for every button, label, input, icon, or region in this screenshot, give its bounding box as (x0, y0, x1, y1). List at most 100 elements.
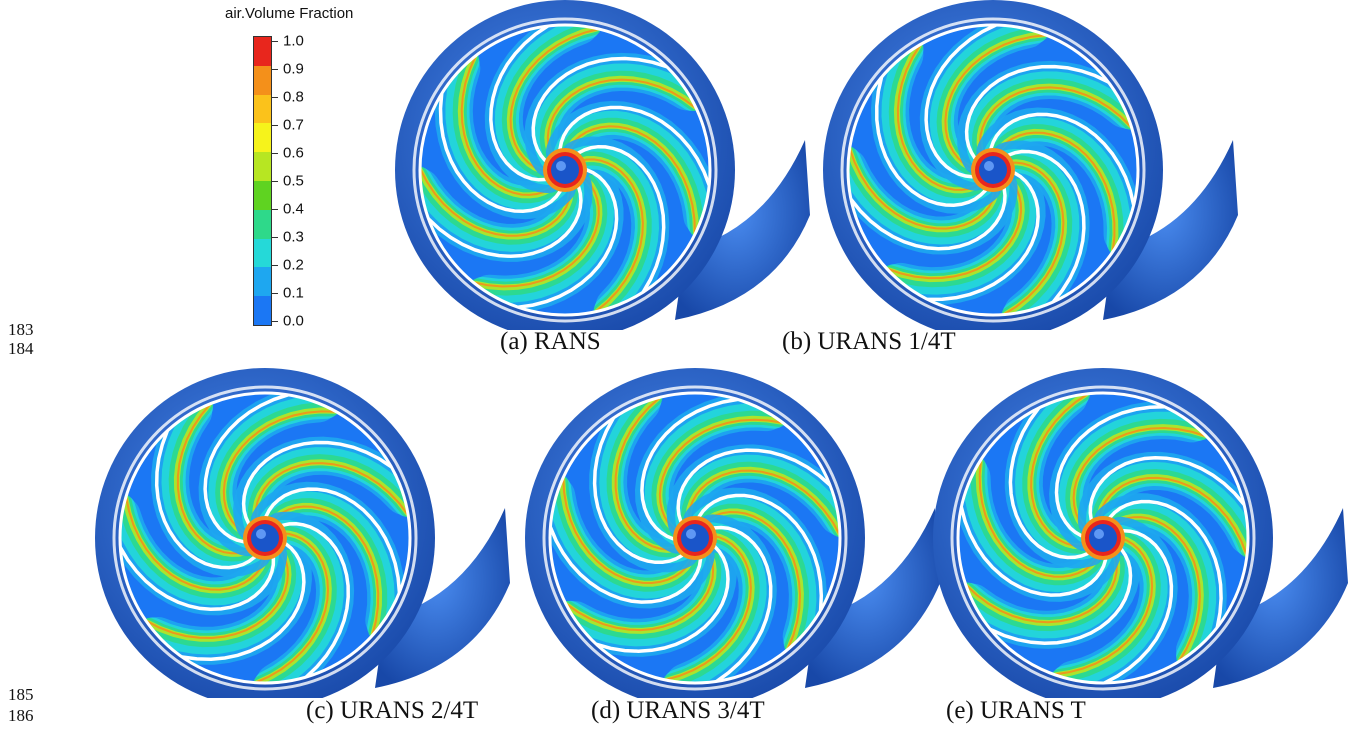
legend-tick-label: 0.0 (283, 312, 304, 330)
void-fraction-band (614, 396, 681, 551)
impeller-hub (1089, 524, 1117, 552)
legend-tick-mark (272, 237, 278, 238)
impeller-blade (594, 545, 730, 653)
impeller-blade (120, 545, 276, 612)
void-fraction-band (564, 549, 715, 632)
legend-tick-label: 0.4 (283, 200, 304, 218)
void-fraction-band (978, 458, 1100, 578)
volute-outlet (1213, 508, 1348, 688)
legend-tick-label: 0.9 (283, 60, 304, 78)
panel-urans-full (908, 368, 1348, 698)
impeller-hub (251, 524, 279, 552)
impeller-blade (531, 56, 669, 163)
caption-c: (c) URANS 2/4T (306, 697, 479, 724)
impeller-blade (1008, 406, 1090, 560)
void-fraction-band (848, 147, 998, 230)
legend-color-band (254, 238, 271, 268)
legend-tick-mark (272, 69, 278, 70)
impeller-blade (550, 525, 703, 604)
legend-tick-label: 0.8 (283, 88, 304, 106)
legend-color-band (254, 65, 271, 95)
legend-tick-label: 1.0 (283, 32, 304, 50)
legend-tick-label: 0.7 (283, 116, 304, 134)
legend-tick-mark (272, 125, 278, 126)
caption-b: (b) URANS 1/4T (782, 328, 956, 355)
volute-outlet (675, 140, 810, 320)
line-number: 183 (8, 320, 34, 339)
legend-color-band (254, 152, 271, 181)
void-fraction-band (562, 476, 695, 585)
void-fraction-band (579, 158, 644, 313)
legend-tick-mark (272, 41, 278, 42)
legend-color-band (254, 209, 271, 239)
void-fraction-band (1052, 537, 1154, 676)
void-fraction-band (687, 469, 840, 537)
impeller-blade (592, 416, 684, 565)
volute-outlet (375, 508, 510, 688)
legend-color-band (254, 296, 271, 325)
panel-rans (370, 0, 810, 330)
legend-tick-mark (272, 209, 278, 210)
impeller-blade (676, 448, 832, 523)
void-fraction-band (1098, 476, 1248, 557)
volute-outlet (805, 508, 940, 688)
legend-color-band (254, 123, 271, 153)
impeller-blade (241, 440, 394, 526)
void-fraction-band (1002, 161, 1065, 315)
impeller-blade (875, 75, 987, 207)
legend-colorbar (253, 36, 272, 326)
impeller-contour (525, 368, 940, 698)
legend-tick-mark (272, 97, 278, 98)
void-fraction-band (703, 510, 802, 651)
impeller-blade (1054, 404, 1167, 538)
caption-d: (d) URANS 3/4T (591, 697, 765, 724)
volute-outlet (1103, 140, 1238, 320)
void-fraction-band (944, 34, 1048, 171)
impeller-blade (576, 144, 666, 294)
impeller-blade (959, 505, 1108, 597)
void-fraction-band (176, 402, 253, 555)
caption-a: (a) RANS (500, 328, 601, 355)
impeller-blade (640, 397, 740, 541)
panel-urans-half (70, 368, 510, 698)
void-fraction-band (546, 78, 698, 158)
impeller-blade (264, 487, 402, 595)
impeller-hub (681, 524, 709, 552)
void-fraction-band (1072, 426, 1208, 531)
impeller-blade (988, 547, 1133, 645)
legend-tick-label: 0.1 (283, 284, 304, 302)
void-fraction-band (664, 534, 752, 681)
void-fraction-band (885, 177, 1023, 280)
impeller-hub (979, 156, 1007, 184)
void-fraction-band (460, 54, 557, 196)
void-fraction-band (271, 505, 380, 637)
legend-tick-label: 0.2 (283, 256, 304, 274)
legend-tick-label: 0.5 (283, 172, 304, 190)
void-fraction-band (1030, 393, 1089, 548)
impeller-blade (1102, 528, 1174, 683)
impeller-blade (1088, 455, 1246, 522)
line-number: 186 (8, 706, 34, 725)
impeller-blade (924, 25, 998, 179)
void-fraction-band (996, 131, 1116, 253)
void-fraction-band (472, 175, 600, 288)
caption-e: (e) URANS T (946, 697, 1086, 724)
line-number: 184 (8, 339, 34, 358)
legend-tick-mark (272, 321, 278, 322)
legend-tick-mark (272, 293, 278, 294)
impeller-blade (180, 542, 306, 662)
impeller-blade (203, 393, 290, 544)
void-fraction-band (964, 551, 1118, 624)
void-fraction-band (509, 28, 600, 173)
impeller-contour (95, 368, 510, 698)
void-fraction-band (254, 462, 410, 524)
legend-color-band (254, 180, 271, 210)
panel-urans-quarter (798, 0, 1238, 330)
impeller-contour (933, 368, 1348, 698)
impeller-contour (395, 0, 810, 330)
impeller-blade (438, 92, 562, 214)
legend-color-band (254, 267, 271, 297)
impeller-blade (516, 168, 619, 309)
legend-tick-label: 0.6 (283, 144, 304, 162)
impeller-blade (489, 25, 550, 182)
